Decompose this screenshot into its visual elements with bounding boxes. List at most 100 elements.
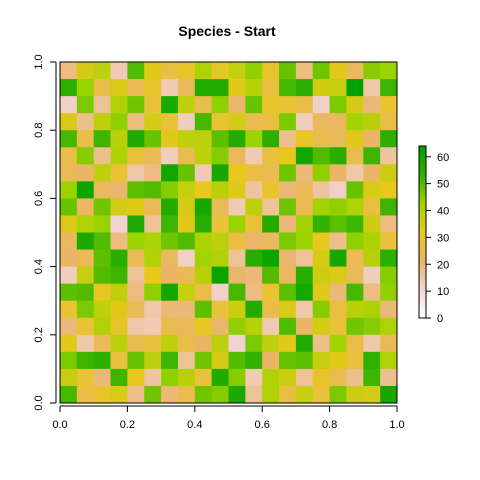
heatmap-cell — [363, 198, 381, 216]
heatmap-cell — [110, 368, 128, 387]
heatmap-cell — [211, 79, 229, 97]
heatmap-cell — [329, 249, 347, 267]
heatmap-cell — [76, 385, 95, 404]
heatmap-cell — [110, 232, 128, 250]
heatmap-cell — [295, 232, 314, 250]
heatmap-cell — [144, 351, 162, 370]
heatmap-cell — [110, 283, 128, 302]
heatmap-cell — [279, 351, 297, 370]
heatmap-cell — [60, 300, 78, 319]
heatmap-cell — [380, 317, 398, 336]
heatmap-cell — [161, 215, 179, 233]
heatmap-cell — [228, 351, 246, 370]
heatmap-cell — [363, 368, 381, 387]
heatmap-cell — [312, 113, 330, 131]
heatmap-cell — [262, 266, 280, 285]
y-tick-label: 0.2 — [33, 327, 45, 342]
heatmap-cell — [295, 317, 314, 336]
heatmap-cell — [194, 300, 213, 319]
heatmap-cell — [329, 283, 347, 302]
heatmap-cell — [279, 249, 297, 267]
heatmap-cell — [312, 215, 330, 233]
heatmap-cell — [194, 317, 213, 336]
heatmap-cell — [161, 232, 179, 250]
heatmap-cell — [329, 130, 347, 148]
heatmap-cell — [194, 351, 213, 370]
heatmap-cell — [312, 130, 330, 148]
heatmap-cell — [312, 249, 330, 267]
heatmap-cell — [93, 130, 111, 148]
heatmap-cell — [161, 351, 179, 370]
heatmap-cell — [211, 164, 229, 182]
heatmap-cell — [312, 368, 330, 387]
heatmap-cell — [60, 79, 78, 97]
heatmap-cell — [346, 79, 364, 97]
heatmap-cell — [110, 147, 128, 165]
heatmap-cell — [363, 300, 381, 319]
heatmap-cell — [245, 79, 263, 97]
heatmap-cell — [194, 62, 213, 80]
heatmap-cell — [279, 181, 297, 199]
heatmap-cell — [312, 351, 330, 370]
heatmap-cell — [279, 79, 297, 97]
heatmap-cell — [177, 198, 196, 216]
heatmap-cell — [60, 113, 78, 131]
heatmap-cell — [76, 62, 95, 80]
heatmap-cell — [76, 368, 95, 387]
heatmap-cell — [363, 351, 381, 370]
heatmap-cell — [346, 385, 364, 404]
heatmap-cell — [93, 266, 111, 285]
heatmap-cell — [295, 368, 314, 387]
heatmap-cell — [245, 249, 263, 267]
heatmap-cell — [380, 79, 398, 97]
heatmap-cell — [60, 130, 78, 148]
heatmap-cell — [60, 266, 78, 285]
heatmap-cell — [211, 385, 229, 404]
heatmap-cell — [380, 215, 398, 233]
heatmap-cell — [228, 249, 246, 267]
heatmap-cell — [93, 147, 111, 165]
heatmap-cell — [262, 62, 280, 80]
x-axis: 0.0 0.2 0.4 0.6 0.8 1.0 — [52, 405, 405, 431]
heatmap-cell — [144, 232, 162, 250]
x-tick-label: 0.6 — [255, 419, 270, 431]
heatmap-cell — [245, 368, 263, 387]
heatmap-cell — [93, 164, 111, 182]
heatmap-cell — [93, 96, 111, 114]
heatmap-cell — [76, 79, 95, 97]
heatmap-cell — [76, 232, 95, 250]
heatmap-cell — [127, 79, 145, 97]
heatmap-cell — [194, 198, 213, 216]
heatmap-cell — [363, 79, 381, 97]
heatmap-cell — [363, 385, 381, 404]
heatmap-cell — [312, 334, 330, 353]
heatmap-cell — [245, 385, 263, 404]
heatmap-cell — [110, 351, 128, 370]
colorbar-tick-label: 0 — [437, 313, 443, 325]
heatmap-cell — [110, 249, 128, 267]
heatmap-cell — [346, 198, 364, 216]
heatmap-cell — [228, 283, 246, 302]
heatmap-cell — [161, 130, 179, 148]
heatmap-cell — [262, 283, 280, 302]
heatmap-cell — [245, 62, 263, 80]
heatmap-cell — [363, 62, 381, 80]
heatmap-cell — [363, 249, 381, 267]
heatmap-cell — [380, 283, 398, 302]
heatmap-cell — [127, 147, 145, 165]
heatmap-cell — [177, 181, 196, 199]
heatmap-cell — [194, 385, 213, 404]
heatmap-cell — [127, 317, 145, 336]
heatmap-cell — [346, 130, 364, 148]
heatmap-cell — [380, 368, 398, 387]
heatmap-cell — [177, 300, 196, 319]
heatmap-cell — [144, 283, 162, 302]
heatmap-cell — [228, 164, 246, 182]
heatmap-cell — [262, 198, 280, 216]
colorbar-tick-label: 60 — [437, 152, 449, 164]
heatmap-cell — [93, 300, 111, 319]
heatmap-cell — [194, 164, 213, 182]
heatmap-cell — [279, 147, 297, 165]
heatmap-cell — [211, 130, 229, 148]
heatmap-cell — [279, 232, 297, 250]
